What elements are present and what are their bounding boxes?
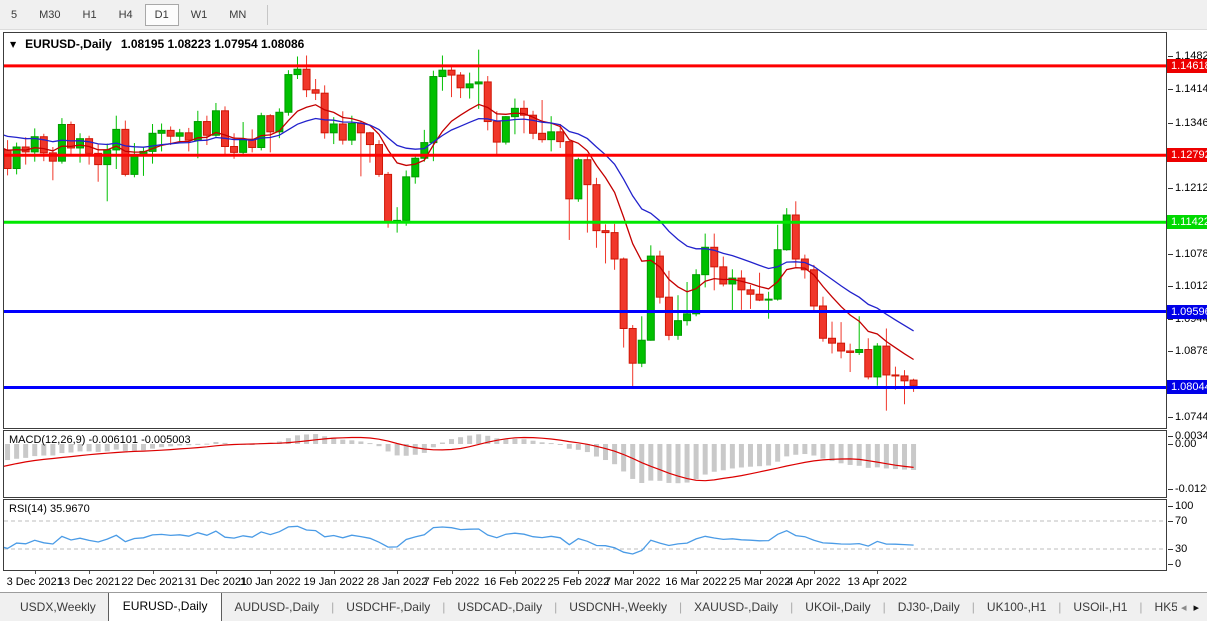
candlestick-chart[interactable]: [4, 33, 1166, 428]
tab-usdx-weekly[interactable]: USDX,Weekly: [20, 600, 96, 614]
price-axis: 1.148201.141401.134601.121201.107801.101…: [1167, 0, 1207, 592]
date-tick: [270, 571, 272, 574]
rsi-label: RSI(14) 35.9670: [9, 503, 90, 515]
price-level-tag: 1.12792: [1167, 148, 1207, 163]
chart-title: ▼ EURUSD-,Daily 1.08195 1.08223 1.07954 …: [10, 37, 304, 51]
date-axis: 3 Dec 2021 13 Dec 2021 22 Dec 2021 31 Dec 2…: [3, 571, 1167, 592]
price-tick-label: 1.10120: [1167, 279, 1207, 293]
date-label: 7 Feb 2022: [423, 576, 480, 588]
tab-hk50-h1[interactable]: HK50-,H1: [1154, 600, 1177, 614]
date-tick: [696, 571, 698, 574]
date-label: 28 Jan 2022: [366, 576, 428, 588]
price-tick-label: 1.14140: [1167, 82, 1207, 96]
chart-symbol-label: EURUSD-,Daily: [25, 37, 112, 51]
price-tick-label: 1.12120: [1167, 181, 1207, 195]
date-label: 25 Mar 2022: [728, 576, 791, 588]
toolbar-separator: [267, 4, 269, 25]
tab-xauusd-daily[interactable]: XAUUSD-,Daily: [694, 600, 779, 614]
price-level-tag: 1.09596: [1167, 304, 1207, 319]
tab-audusd-daily[interactable]: AUDUSD-,Daily: [234, 600, 320, 614]
date-label: 3 Dec 2021: [6, 576, 63, 588]
chevron-down-icon[interactable]: ▼: [10, 39, 17, 49]
tab-uk100-h1[interactable]: UK100-,H1: [986, 600, 1047, 614]
tab-eurusd-daily[interactable]: EURUSD-,Daily: [107, 593, 223, 621]
tab-ukoil-daily[interactable]: UKOil-,Daily: [805, 600, 871, 614]
rsi-chart[interactable]: [4, 500, 1166, 570]
date-tick: [813, 571, 815, 574]
timeframe-toolbar: 5 M30 H1 H4 D1 W1 MN: [0, 0, 1207, 30]
macd-chart[interactable]: [4, 431, 1166, 497]
price-tick-label: 1.10780: [1167, 247, 1207, 261]
timeframe-mn[interactable]: MN: [229, 8, 247, 21]
chart-ohlc-label: 1.08195 1.08223 1.07954 1.08086: [120, 37, 305, 51]
timeframe-d1[interactable]: D1: [144, 3, 179, 26]
date-tick: [333, 571, 335, 574]
rsi-panel[interactable]: RSI(14) 35.9670: [3, 499, 1167, 571]
tab-separator: |: [790, 600, 794, 614]
tab-separator: |: [331, 600, 335, 614]
price-level-tag: 1.11422: [1167, 215, 1207, 230]
chart-tabs: USDX,Weekly EURUSD-,Daily AUDUSD-,Daily | US…: [0, 593, 1177, 621]
tab-usdcnh-weekly[interactable]: USDCNH-,Weekly: [569, 600, 668, 614]
tab-usdchf-daily[interactable]: USDCHF-,Daily: [346, 600, 431, 614]
date-tick: [34, 571, 36, 574]
timeframe-w1[interactable]: W1: [190, 8, 208, 21]
macd-panel[interactable]: MACD(12,26,9) -0.006101 -0.005003: [3, 430, 1167, 498]
timeframe-buttons: 5 M30 H1 H4 D1 W1 MN: [0, 3, 257, 26]
rsi-axis-label: 100: [1167, 499, 1193, 513]
date-tick: [759, 571, 761, 574]
date-label: 4 Apr 2022: [787, 576, 841, 588]
date-tick: [514, 571, 516, 574]
tab-usdcad-daily[interactable]: USDCAD-,Daily: [457, 600, 543, 614]
rsi-axis-label: 30: [1167, 542, 1187, 556]
tab-separator: |: [679, 600, 683, 614]
tab-separator: |: [1139, 600, 1143, 614]
date-label: 25 Feb 2022: [547, 576, 610, 588]
tab-separator: |: [442, 600, 446, 614]
date-label: 13 Apr 2022: [847, 576, 907, 588]
rsi-axis-label: 0: [1167, 557, 1181, 571]
price-level-tag: 1.14618: [1167, 58, 1207, 73]
date-tick: [152, 571, 154, 574]
date-tick: [397, 571, 399, 574]
date-label: 16 Mar 2022: [665, 576, 727, 588]
timeframe-5[interactable]: 5: [11, 8, 18, 21]
rsi-axis-label: 70: [1167, 514, 1187, 528]
tab-separator: |: [882, 600, 886, 614]
price-panel[interactable]: ▼ EURUSD-,Daily 1.08195 1.08223 1.07954 …: [3, 32, 1167, 429]
chart-tab-bar: USDX,Weekly EURUSD-,Daily AUDUSD-,Daily | US…: [0, 592, 1207, 621]
date-tick: [877, 571, 879, 574]
date-label: 31 Dec 2021: [184, 576, 248, 588]
date-tick: [632, 571, 634, 574]
timeframe-m30[interactable]: M30: [39, 8, 61, 21]
macd-axis-label: -0.012058: [1167, 482, 1207, 496]
tab-separator: |: [1058, 600, 1062, 614]
date-label: 22 Dec 2021: [121, 576, 184, 588]
tab-dj30-daily[interactable]: DJ30-,Daily: [897, 600, 960, 614]
timeframe-h1[interactable]: H1: [82, 8, 97, 21]
date-tick: [451, 571, 453, 574]
tab-scroll-controls: ◂ ▸: [1177, 601, 1207, 621]
macd-label: MACD(12,26,9) -0.006101 -0.005003: [9, 434, 191, 446]
macd-axis-label: 0.00: [1167, 437, 1196, 451]
tab-scroll-left-icon[interactable]: ◂: [1180, 601, 1187, 614]
date-label: 10 Jan 2022: [240, 576, 301, 588]
tab-usoil-h1[interactable]: USOil-,H1: [1073, 600, 1128, 614]
date-label: 19 Jan 2022: [303, 576, 364, 588]
date-label: 16 Feb 2022: [484, 576, 546, 588]
tab-scroll-right-icon[interactable]: ▸: [1193, 601, 1199, 614]
price-tick-label: 1.08780: [1167, 344, 1207, 358]
date-label: 7 Mar 2022: [604, 576, 661, 588]
price-level-tag: 1.08044: [1167, 380, 1207, 395]
date-tick: [215, 571, 217, 574]
date-label: 13 Dec 2021: [57, 576, 121, 588]
timeframe-h4[interactable]: H4: [118, 8, 133, 21]
tab-separator: |: [971, 600, 975, 614]
tab-separator: |: [554, 600, 558, 614]
macd-axis-label: 0.003408: [1167, 429, 1207, 443]
price-tick-label: 1.13460: [1167, 116, 1207, 130]
date-tick: [578, 571, 580, 574]
date-tick: [89, 571, 91, 574]
